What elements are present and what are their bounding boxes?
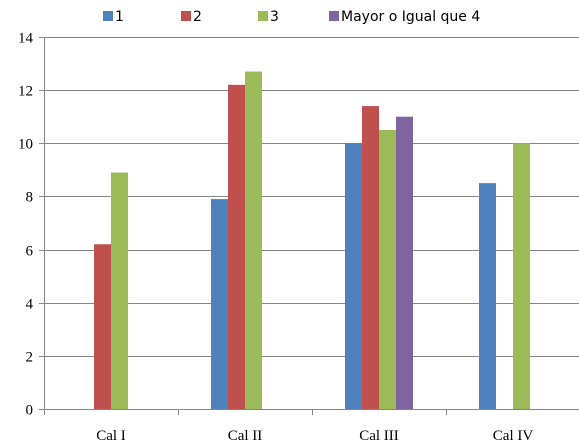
gridlines <box>44 37 579 357</box>
y-tick-label: 12 <box>18 84 33 100</box>
bar-cal-iii-series-4 <box>396 116 413 410</box>
bar-cal-i-series-2 <box>94 244 111 409</box>
y-tick-label: 14 <box>18 31 34 47</box>
y-tick-label: 6 <box>26 244 34 260</box>
bars <box>94 71 530 410</box>
bar-cal-ii-series-3 <box>245 71 262 409</box>
bar-cal-iv-series-3 <box>513 143 530 410</box>
legend-label: Mayor o Igual que 4 <box>341 9 480 25</box>
bar-cal-iii-series-2 <box>362 106 379 409</box>
legend-label: 3 <box>270 9 279 25</box>
x-tick-label: Cal III <box>359 428 399 444</box>
legend-label: 1 <box>115 9 124 25</box>
legend-swatch <box>103 11 113 21</box>
y-tick-label: 10 <box>18 137 33 153</box>
bar-cal-iii-series-1 <box>345 143 362 410</box>
y-tick-label: 8 <box>26 190 34 206</box>
bar-cal-ii-series-2 <box>228 84 245 409</box>
y-tick-label: 0 <box>26 403 34 419</box>
bar-cal-i-series-3 <box>111 172 128 409</box>
bar-cal-iv-series-1 <box>479 183 496 409</box>
x-tick-label: Cal II <box>228 428 263 444</box>
bar-cal-iii-series-3 <box>379 130 396 409</box>
legend-swatch <box>258 11 268 21</box>
x-tick-label: Cal IV <box>493 428 534 444</box>
tick-labels: 0 2 4 6 8 10 12 14 Cal I Cal II Cal III Cal IV <box>18 31 533 445</box>
x-tick-label: Cal I <box>96 428 126 444</box>
legend-swatch <box>181 11 191 21</box>
y-tick-label: 4 <box>26 297 34 313</box>
legend: 1 2 3 Mayor o Igual que 4 <box>103 9 480 25</box>
y-tick-label: 2 <box>26 350 34 366</box>
bar-cal-ii-series-1 <box>211 199 228 409</box>
axes <box>39 37 579 415</box>
legend-label: 2 <box>193 9 202 25</box>
legend-swatch <box>329 11 339 21</box>
